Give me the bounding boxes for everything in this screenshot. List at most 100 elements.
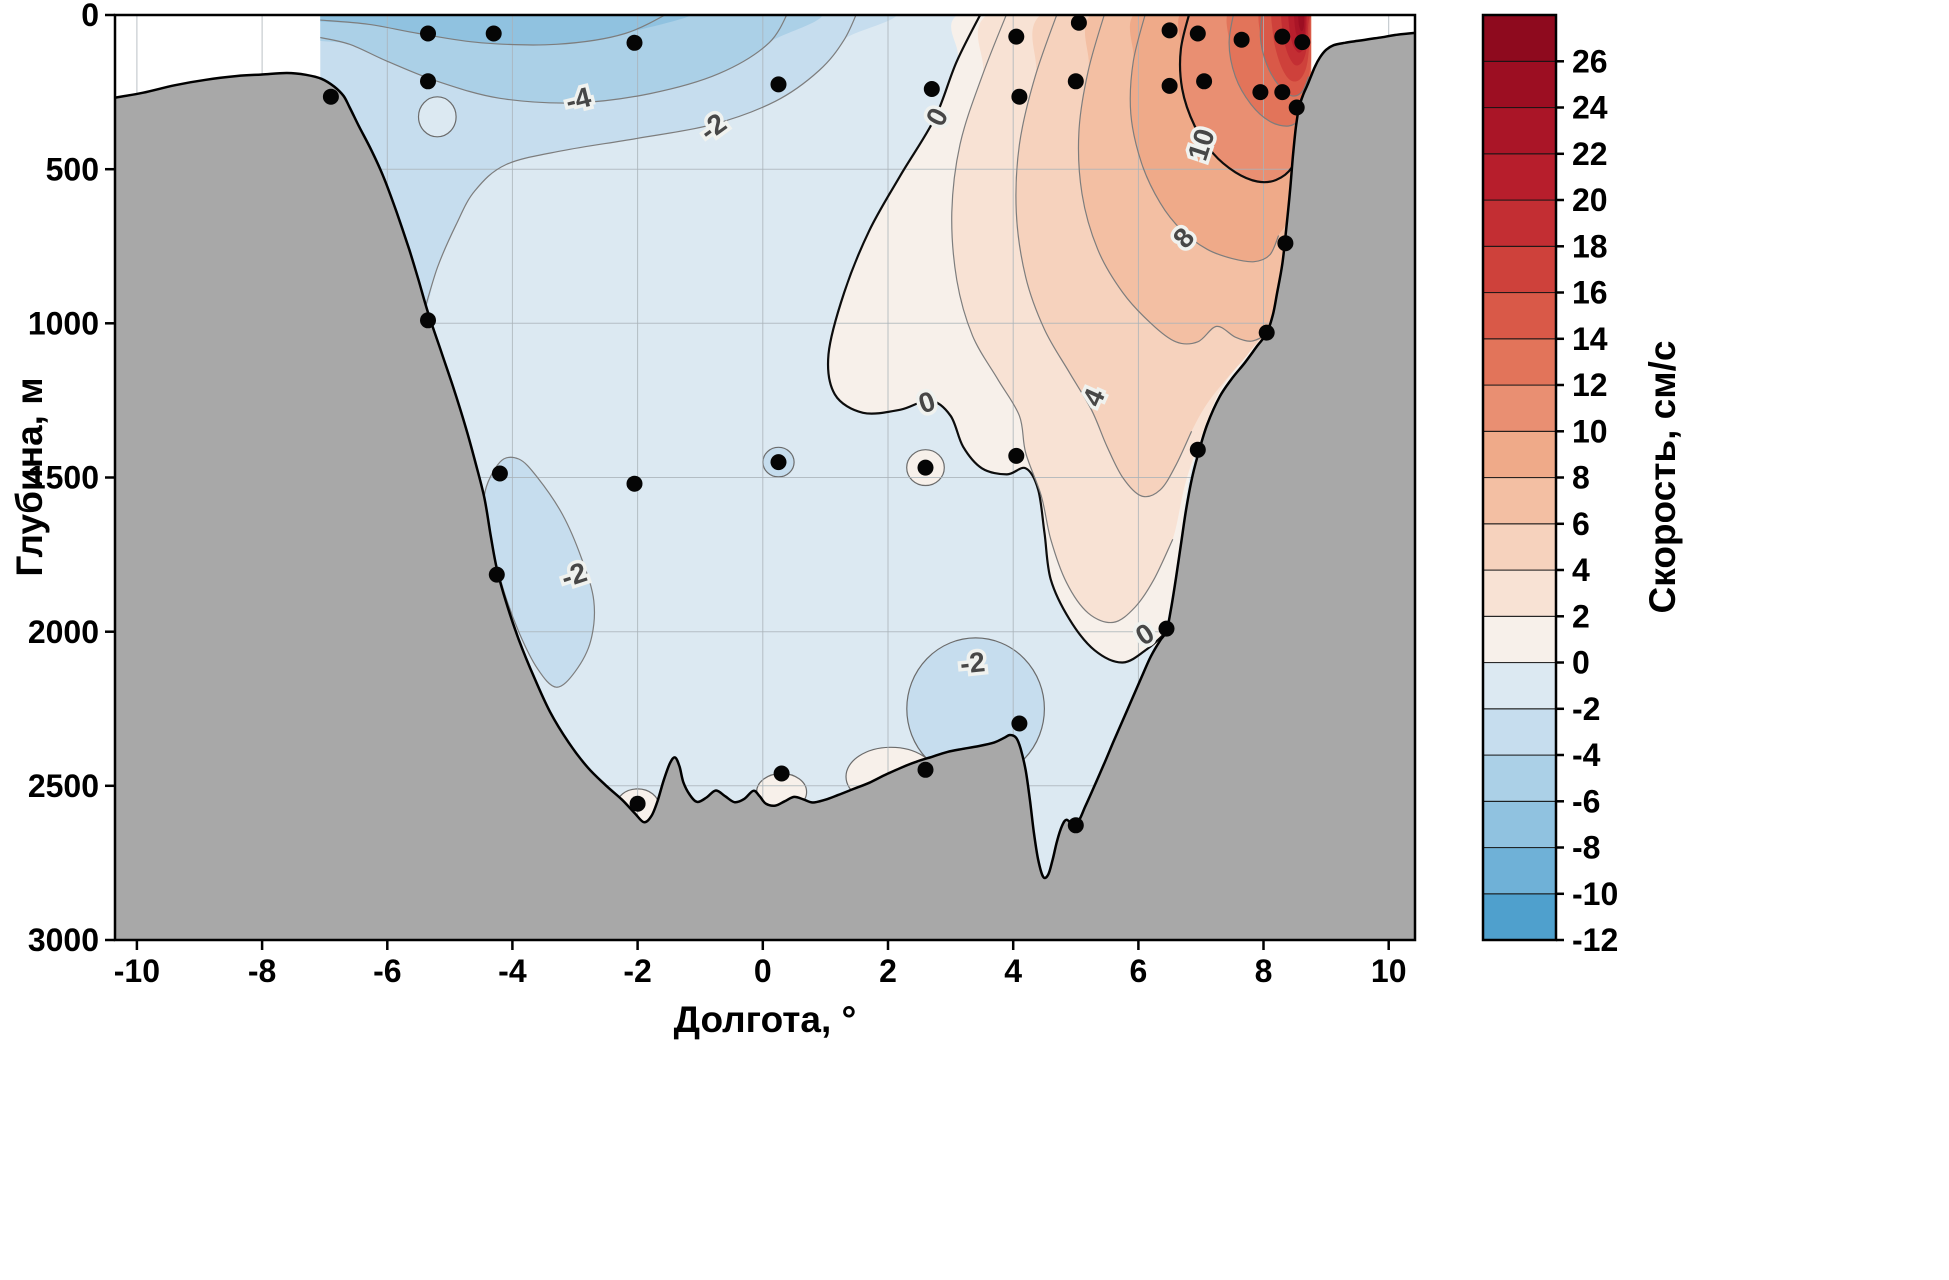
station-dot <box>773 765 790 782</box>
colorbar-tick-label: -6 <box>1572 784 1600 820</box>
colorbar-band <box>1482 199 1557 247</box>
station-dot <box>1161 22 1178 39</box>
colorbar-band <box>1482 292 1557 340</box>
colorbar-tick-label: 10 <box>1572 414 1608 450</box>
station-dot <box>1274 28 1291 45</box>
colorbar-band <box>1482 384 1557 432</box>
colorbar-band <box>1482 245 1557 294</box>
y-tick-label: 1500 <box>28 460 99 496</box>
station-dot <box>1277 235 1294 252</box>
station-dot <box>1288 99 1305 116</box>
station-dot <box>1252 84 1269 101</box>
colorbar-tick-label: 20 <box>1572 182 1608 218</box>
station-dot <box>770 454 787 471</box>
x-axis-title: Долгота, ° <box>673 999 857 1040</box>
colorbar-band <box>1482 338 1557 386</box>
colorbar-tick-label: 0 <box>1572 645 1590 681</box>
colorbar-band <box>1482 107 1557 155</box>
colorbar-tick-label: 6 <box>1572 506 1590 542</box>
station-dot <box>626 475 643 492</box>
colorbar-tick-label: -12 <box>1572 922 1618 958</box>
colorbar-band <box>1482 60 1557 109</box>
station-dot <box>1161 77 1178 94</box>
x-tick-label: 10 <box>1371 953 1407 989</box>
colorbar-tick-label: 26 <box>1572 44 1608 80</box>
colorbar-tick-label: 14 <box>1572 321 1608 357</box>
y-axis-title: Глубина, м <box>9 377 50 577</box>
station-dot <box>923 81 940 97</box>
x-tick-label: -2 <box>623 953 651 989</box>
colorbar-tick-label: -10 <box>1572 876 1618 912</box>
x-tick-label: 6 <box>1130 953 1148 989</box>
colorbar-band <box>1482 615 1557 664</box>
colorbar-tick-label: -2 <box>1572 691 1600 727</box>
contour-line--6 <box>320 15 667 46</box>
colorbar-tick-label: 18 <box>1572 229 1608 265</box>
station-dot <box>770 76 787 93</box>
station-dot <box>1011 715 1028 732</box>
station-dot <box>1294 34 1311 51</box>
contour-line-4 <box>1015 15 1193 498</box>
y-tick-label: 500 <box>46 151 99 187</box>
contour-band-24 <box>1298 15 1305 32</box>
station-dot <box>485 25 502 42</box>
x-tick-label: 2 <box>879 953 897 989</box>
seafloor-fill <box>115 32 1415 940</box>
station-dot <box>917 761 934 778</box>
station-dot <box>917 459 934 476</box>
contour-band--4 <box>320 15 897 381</box>
station-dot <box>322 88 339 105</box>
colorbar-band <box>1482 14 1557 62</box>
colorbar-band <box>1482 800 1557 849</box>
station-dot <box>1196 73 1213 90</box>
station-dot <box>1070 15 1087 31</box>
station-dot <box>420 25 436 42</box>
contour-band--4 <box>483 457 595 688</box>
colorbar-tick-label: 2 <box>1572 599 1590 635</box>
contour-line-8 <box>1129 15 1280 263</box>
y-tick-label: 2000 <box>28 614 99 650</box>
colorbar-tick-label: 24 <box>1572 90 1608 126</box>
station-dot <box>1011 88 1028 105</box>
station-dot <box>1067 73 1084 90</box>
station-dot <box>420 312 436 329</box>
contour-band--8 <box>320 15 693 45</box>
closed-contour--2 <box>417 96 457 138</box>
station-dot <box>629 795 646 812</box>
station-dot <box>1158 620 1175 637</box>
contour-label: -2 <box>959 646 987 679</box>
x-tick-label: 4 <box>1004 953 1022 989</box>
station-dot <box>1008 28 1025 45</box>
contour-line-0 <box>826 15 1165 664</box>
contour-line-10 <box>1178 15 1300 184</box>
colorbar-band <box>1482 847 1557 895</box>
station-dot <box>488 566 505 583</box>
colorbar-band <box>1482 569 1557 617</box>
colorbar-band <box>1482 477 1557 525</box>
station-dot <box>1189 441 1206 458</box>
y-tick-label: 3000 <box>28 922 99 958</box>
colorbar-band <box>1482 662 1557 710</box>
contour-line--2 <box>421 15 857 321</box>
x-tick-label: -6 <box>373 953 401 989</box>
colorbar-tick-label: -8 <box>1572 830 1600 866</box>
colorbar-tick-label: 22 <box>1572 136 1608 172</box>
x-tick-label: 0 <box>754 953 772 989</box>
colorbar-band <box>1482 153 1557 201</box>
x-tick-label: -10 <box>114 953 160 989</box>
colorbar-band <box>1482 430 1557 479</box>
colorbar-tick-label: 4 <box>1572 552 1590 588</box>
station-dot <box>1258 324 1275 341</box>
colorbar-tick-label: 12 <box>1572 367 1608 403</box>
colorbar-tick-label: 8 <box>1572 460 1590 496</box>
station-dot <box>1274 84 1291 101</box>
colorbar-band <box>1482 523 1557 571</box>
colorbar-title: Скорость, см/с <box>1642 340 1683 614</box>
station-dot <box>1008 447 1025 464</box>
colorbar-tick-label: 16 <box>1572 275 1608 311</box>
contour-line--2 <box>483 456 596 688</box>
y-tick-label: 0 <box>81 0 99 33</box>
colorbar-band <box>1482 754 1557 802</box>
station-dot <box>420 73 436 90</box>
